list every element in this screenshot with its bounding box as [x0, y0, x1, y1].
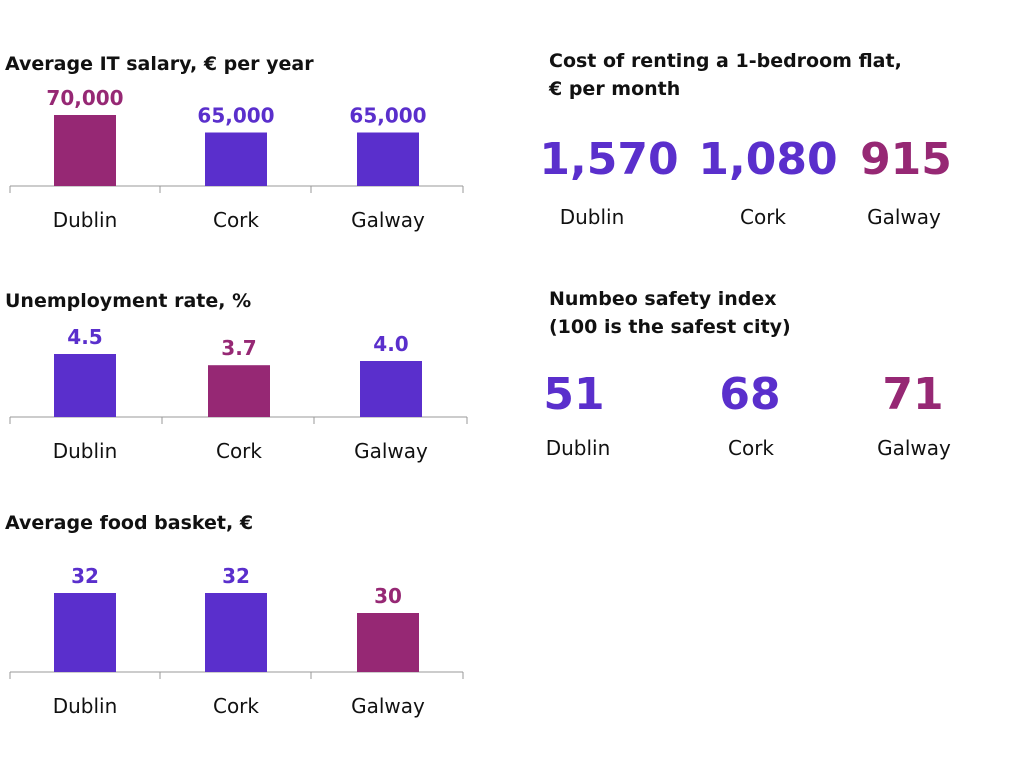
- bar-value-label: 30: [374, 584, 402, 608]
- stat-value-dublin: 51: [543, 369, 605, 420]
- food-basket-bar-chart: 32 Dublin 32 Cork 30 Galway: [9, 564, 464, 718]
- stat-city-label: Dublin: [559, 205, 625, 229]
- bar-cork: [208, 365, 270, 417]
- stat-city-label: Galway: [877, 436, 951, 460]
- stat-city-label: Galway: [867, 205, 941, 229]
- rent-panel-title: Cost of renting a 1-bedroom flat, € per …: [549, 47, 902, 103]
- stat-city-label: Cork: [739, 205, 787, 229]
- bar-dublin: [54, 115, 116, 186]
- category-label: Cork: [213, 208, 259, 232]
- category-label: Cork: [213, 694, 259, 718]
- bar-cork: [205, 132, 267, 186]
- rent-stats: 1,570 Dublin 1,080 Cork 915 Galway: [0, 135, 1028, 245]
- unemployment-bar-chart: 4.5 Dublin 3.7 Cork 4.0 Galway: [9, 325, 468, 463]
- safety-panel-title: Numbeo safety index (100 is the safest c…: [549, 285, 791, 341]
- category-label: Dublin: [53, 439, 118, 463]
- category-label: Dublin: [53, 208, 118, 232]
- bar-galway: [357, 613, 419, 672]
- category-label: Galway: [351, 208, 425, 232]
- bar-value-label: 32: [71, 564, 99, 588]
- bar-value-label: 3.7: [221, 336, 256, 360]
- stat-value-galway: 71: [882, 369, 944, 420]
- safety-stats: 51 Dublin 68 Cork 71 Galway: [0, 370, 1028, 480]
- bar-value-label: 65,000: [349, 104, 426, 128]
- rent-title-line-1: Cost of renting a 1-bedroom flat,: [549, 50, 902, 72]
- category-label: Dublin: [53, 694, 118, 718]
- bar-value-label: 70,000: [46, 86, 123, 110]
- bar-cork: [205, 593, 267, 672]
- bar-value-label: 65,000: [197, 104, 274, 128]
- bar-dublin: [54, 354, 116, 417]
- salary-bar-chart: 70,000 Dublin 65,000 Cork 65,000 Galway: [9, 86, 464, 232]
- unemployment-chart-title: Unemployment rate, %: [5, 290, 252, 312]
- rent-title-line-2: € per month: [549, 78, 681, 100]
- category-label: Galway: [354, 439, 428, 463]
- bar-value-label: 32: [222, 564, 250, 588]
- stat-city-label: Dublin: [545, 436, 611, 460]
- category-label: Galway: [351, 694, 425, 718]
- stat-value-cork: 68: [719, 369, 781, 420]
- bar-dublin: [54, 593, 116, 672]
- stat-city-label: Cork: [727, 436, 775, 460]
- safety-title-line-1: Numbeo safety index: [549, 288, 777, 310]
- bar-galway: [357, 132, 419, 186]
- category-label: Cork: [216, 439, 262, 463]
- bar-value-label: 4.5: [67, 325, 102, 349]
- stat-value-galway: 915: [860, 134, 952, 185]
- stat-value-dublin: 1,570: [539, 134, 679, 185]
- food-basket-chart-title: Average food basket, €: [5, 512, 254, 534]
- safety-title-line-2: (100 is the safest city): [549, 316, 791, 338]
- bar-galway: [360, 361, 422, 417]
- stat-value-cork: 1,080: [698, 134, 838, 185]
- bar-value-label: 4.0: [373, 332, 408, 356]
- salary-chart-title: Average IT salary, € per year: [5, 53, 314, 75]
